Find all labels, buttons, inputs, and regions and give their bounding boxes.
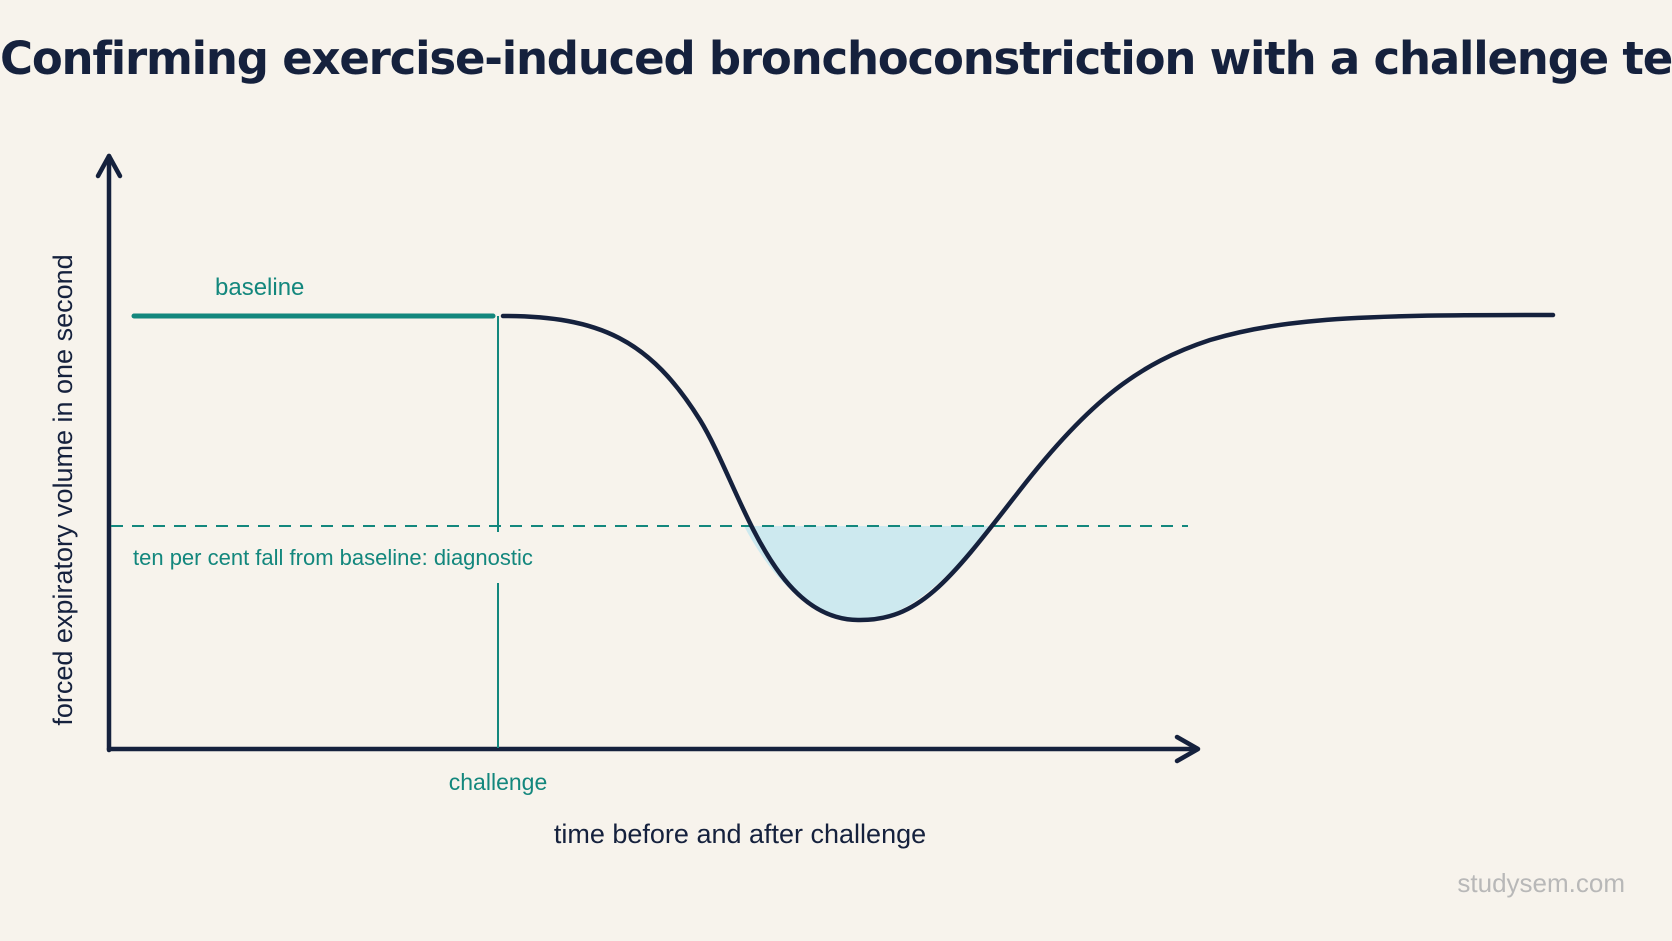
axes	[95, 153, 1201, 764]
y-axis-label: forced expiratory volume in one second	[48, 254, 78, 725]
watermark: studysem.com	[1457, 868, 1625, 898]
x-axis-arrowhead	[1174, 734, 1201, 764]
challenge-label: challenge	[449, 769, 547, 795]
y-axis-arrowhead	[95, 153, 123, 179]
baseline-label: baseline	[215, 274, 304, 301]
page-title: Confirming exercise-induced bronchoconst…	[0, 32, 1672, 85]
threshold-label: ten per cent fall from baseline: diagnos…	[133, 545, 533, 570]
fev1-response-curve	[500, 312, 1556, 623]
diagnostic-dip-fill	[744, 526, 992, 621]
x-axis-label: time before and after challenge	[554, 819, 926, 849]
